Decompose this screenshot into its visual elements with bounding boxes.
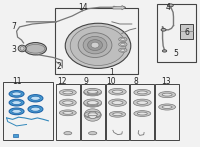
Text: 11: 11: [12, 77, 21, 86]
Ellipse shape: [162, 50, 167, 52]
Text: 1: 1: [110, 68, 114, 77]
Ellipse shape: [134, 111, 151, 116]
Text: 10: 10: [106, 77, 116, 86]
Ellipse shape: [109, 99, 126, 106]
FancyArrow shape: [113, 5, 125, 10]
Ellipse shape: [84, 88, 101, 95]
Ellipse shape: [159, 104, 176, 110]
Ellipse shape: [88, 113, 97, 116]
Ellipse shape: [121, 49, 125, 51]
Text: 5: 5: [173, 49, 178, 58]
Ellipse shape: [161, 29, 166, 31]
Ellipse shape: [78, 33, 112, 57]
Ellipse shape: [85, 111, 101, 117]
Bar: [55, 8, 138, 74]
Ellipse shape: [84, 89, 102, 96]
Ellipse shape: [137, 91, 147, 94]
Ellipse shape: [9, 108, 24, 115]
Ellipse shape: [137, 101, 148, 104]
Ellipse shape: [133, 99, 151, 106]
Ellipse shape: [65, 23, 131, 68]
Bar: [180, 24, 193, 39]
Bar: [81, 84, 105, 141]
Bar: [3, 82, 53, 141]
Ellipse shape: [119, 42, 127, 46]
Ellipse shape: [9, 91, 24, 97]
Ellipse shape: [20, 47, 24, 50]
Ellipse shape: [31, 107, 40, 111]
Ellipse shape: [162, 106, 172, 108]
Ellipse shape: [87, 91, 98, 94]
Ellipse shape: [12, 101, 21, 105]
Ellipse shape: [109, 88, 126, 95]
Ellipse shape: [119, 48, 127, 52]
Text: 9: 9: [84, 77, 89, 86]
Bar: [130, 84, 154, 141]
Ellipse shape: [84, 112, 101, 118]
Ellipse shape: [70, 26, 126, 66]
Ellipse shape: [134, 89, 151, 96]
Ellipse shape: [18, 45, 26, 52]
Text: 14: 14: [78, 3, 88, 12]
Ellipse shape: [87, 101, 98, 105]
Ellipse shape: [83, 36, 107, 54]
Ellipse shape: [112, 90, 123, 93]
Ellipse shape: [87, 101, 98, 105]
Ellipse shape: [12, 110, 21, 113]
Ellipse shape: [63, 111, 73, 114]
Text: 7: 7: [11, 22, 16, 31]
Bar: [155, 84, 179, 141]
Text: 3: 3: [11, 45, 16, 54]
Ellipse shape: [84, 109, 101, 121]
Ellipse shape: [28, 106, 43, 113]
Text: 2: 2: [57, 62, 62, 71]
Ellipse shape: [84, 99, 102, 106]
Ellipse shape: [112, 101, 123, 105]
Ellipse shape: [64, 132, 72, 135]
Ellipse shape: [121, 43, 125, 45]
Ellipse shape: [137, 112, 147, 115]
Ellipse shape: [25, 43, 46, 55]
Ellipse shape: [12, 92, 21, 96]
Ellipse shape: [31, 96, 40, 100]
Text: 4: 4: [166, 3, 171, 12]
Ellipse shape: [88, 132, 97, 135]
Ellipse shape: [168, 4, 173, 7]
Ellipse shape: [59, 89, 76, 96]
Ellipse shape: [63, 101, 73, 104]
Ellipse shape: [63, 91, 73, 94]
Ellipse shape: [59, 99, 76, 106]
Bar: [56, 84, 80, 141]
Ellipse shape: [88, 111, 97, 119]
Bar: [13, 134, 18, 137]
Ellipse shape: [84, 100, 102, 107]
Ellipse shape: [121, 38, 125, 40]
Text: 6: 6: [185, 28, 190, 37]
Ellipse shape: [88, 40, 102, 51]
Ellipse shape: [162, 93, 172, 96]
Bar: [106, 84, 129, 141]
Ellipse shape: [87, 90, 98, 93]
Bar: [157, 4, 196, 62]
Text: 8: 8: [133, 77, 138, 86]
Ellipse shape: [109, 111, 126, 117]
Ellipse shape: [26, 44, 45, 53]
Ellipse shape: [159, 92, 176, 98]
Ellipse shape: [113, 113, 122, 116]
Text: 12: 12: [58, 77, 67, 86]
Ellipse shape: [91, 42, 99, 48]
Ellipse shape: [9, 99, 24, 106]
Ellipse shape: [119, 37, 127, 41]
Ellipse shape: [59, 110, 76, 116]
Ellipse shape: [28, 95, 43, 102]
Text: 13: 13: [161, 77, 170, 86]
